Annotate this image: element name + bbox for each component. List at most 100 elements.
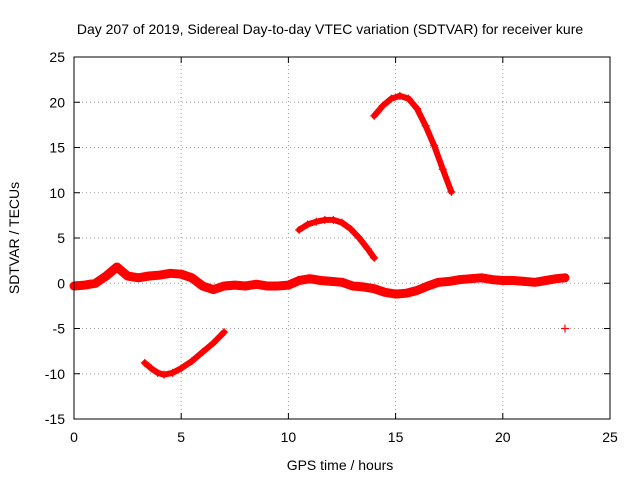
y-tick-label: 25 bbox=[49, 49, 65, 65]
data-point bbox=[370, 111, 379, 120]
data-point bbox=[303, 220, 312, 229]
data-point bbox=[241, 281, 250, 290]
data-point bbox=[305, 274, 314, 283]
data-point bbox=[123, 272, 132, 281]
y-tick-label: 15 bbox=[49, 140, 65, 156]
data-point bbox=[348, 281, 357, 290]
data-point bbox=[430, 141, 439, 150]
y-tick-label: -10 bbox=[45, 366, 65, 382]
data-point bbox=[198, 348, 207, 357]
data-point bbox=[168, 368, 177, 377]
data-point bbox=[466, 274, 475, 283]
data-point bbox=[262, 281, 271, 290]
data-point bbox=[560, 324, 569, 333]
data-point bbox=[316, 276, 325, 285]
data-point bbox=[209, 338, 218, 347]
data-point bbox=[295, 276, 304, 285]
data-point bbox=[509, 276, 518, 285]
data-point bbox=[413, 286, 422, 295]
data-point bbox=[395, 91, 404, 100]
data-point bbox=[230, 281, 239, 290]
plot-frame bbox=[73, 56, 611, 420]
data-point bbox=[198, 281, 207, 290]
data-point bbox=[338, 218, 346, 227]
data-point bbox=[166, 269, 175, 278]
data-point bbox=[153, 368, 162, 377]
y-tick-label: 0 bbox=[57, 275, 65, 291]
data-point bbox=[140, 358, 149, 367]
data-point bbox=[187, 273, 196, 282]
data-point bbox=[363, 244, 372, 253]
data-point bbox=[378, 101, 387, 110]
data-point bbox=[520, 277, 529, 286]
data-point bbox=[391, 290, 400, 299]
data-point bbox=[370, 284, 379, 293]
data-point bbox=[80, 281, 89, 290]
data-point bbox=[530, 278, 539, 287]
data-point bbox=[91, 279, 100, 288]
data-point bbox=[346, 224, 355, 233]
data-point bbox=[312, 217, 321, 226]
y-tick-label: 5 bbox=[57, 230, 65, 246]
x-tick-label: 0 bbox=[70, 429, 78, 445]
data-point bbox=[404, 94, 413, 103]
y-tick-label: -15 bbox=[45, 411, 65, 427]
data-point bbox=[541, 276, 550, 285]
data-point bbox=[488, 275, 497, 284]
series-trace bbox=[371, 92, 455, 195]
x-axis-label: GPS time / hours bbox=[287, 457, 394, 473]
y-tick-label: 10 bbox=[49, 185, 65, 201]
y-tick-label: 20 bbox=[49, 94, 65, 110]
data-point bbox=[329, 215, 338, 224]
data-point bbox=[187, 357, 196, 366]
data-point bbox=[220, 281, 229, 290]
data-point bbox=[155, 271, 164, 280]
data-point bbox=[438, 165, 447, 174]
data-point bbox=[560, 273, 569, 282]
x-tick-label: 20 bbox=[495, 429, 511, 445]
data-point bbox=[284, 281, 293, 290]
data-point bbox=[220, 328, 229, 337]
data-point bbox=[447, 187, 456, 196]
data-point bbox=[552, 274, 561, 283]
data-point bbox=[209, 285, 218, 294]
series-trace bbox=[141, 329, 228, 378]
series-outlier bbox=[560, 324, 569, 333]
data-point bbox=[355, 234, 364, 242]
data-point bbox=[252, 280, 261, 289]
data-point bbox=[477, 273, 486, 282]
data-point bbox=[147, 364, 156, 373]
data-point bbox=[102, 272, 111, 281]
data-point bbox=[134, 273, 143, 282]
data-point bbox=[413, 104, 422, 113]
x-tick-label: 15 bbox=[388, 429, 404, 445]
series-segment-mid bbox=[295, 215, 379, 262]
data-point bbox=[421, 121, 430, 130]
x-tick-label: 10 bbox=[281, 429, 297, 445]
data-point bbox=[370, 253, 379, 262]
data-point bbox=[160, 370, 169, 379]
data-point bbox=[177, 364, 186, 373]
data-point bbox=[498, 276, 507, 285]
x-tick-label: 25 bbox=[602, 429, 618, 445]
ticks: 0 5 10 15 20 25 -15 -10 -5 0 5 10 15 20 25 bbox=[45, 49, 618, 445]
data-point bbox=[380, 288, 389, 297]
data-point bbox=[112, 262, 121, 271]
data-point bbox=[434, 278, 443, 287]
series-baseline bbox=[69, 262, 570, 299]
data-series bbox=[69, 91, 570, 379]
data-point bbox=[359, 282, 368, 291]
data-point bbox=[445, 277, 454, 286]
y-tick-label: -5 bbox=[53, 321, 66, 337]
data-point bbox=[273, 281, 282, 290]
series-segment-negative bbox=[140, 328, 229, 379]
chart-title: Day 207 of 2019, Sidereal Day-to-day VTE… bbox=[77, 21, 583, 37]
series-segment-high bbox=[370, 91, 456, 196]
data-point bbox=[402, 289, 411, 298]
data-point bbox=[295, 225, 304, 234]
data-point bbox=[145, 272, 154, 281]
data-point bbox=[455, 275, 464, 284]
series-trace bbox=[296, 216, 378, 261]
data-point bbox=[327, 277, 336, 286]
